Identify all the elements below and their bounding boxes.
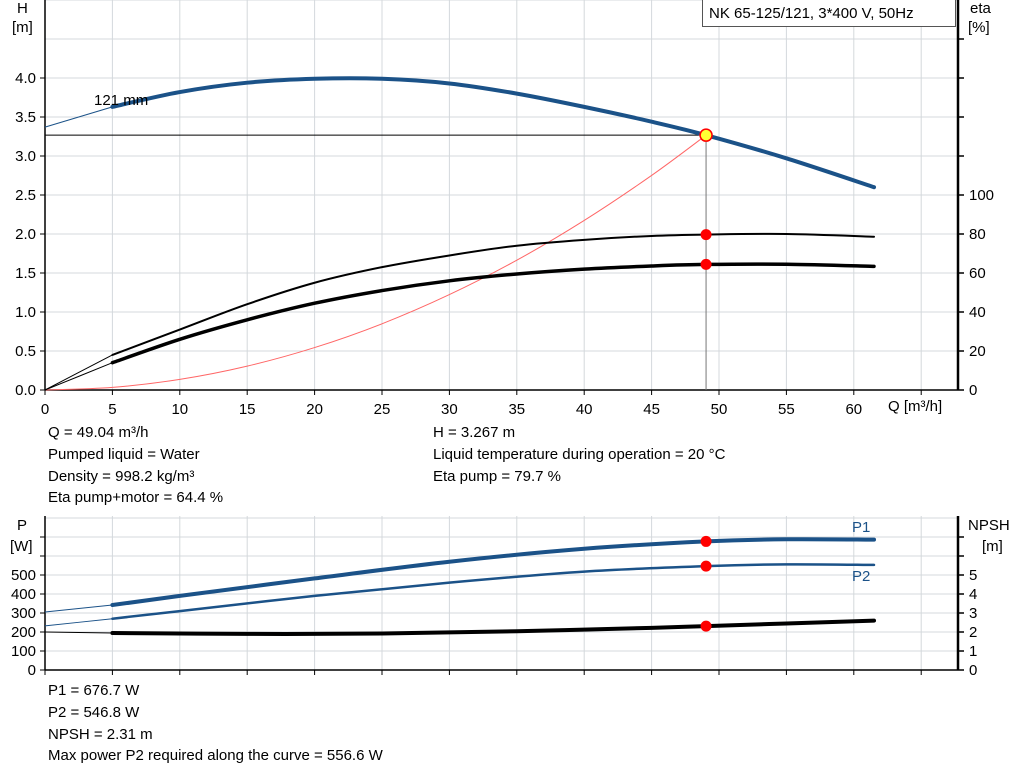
npsh-tick-label: 3 bbox=[969, 605, 977, 622]
p-tick-label: 100 bbox=[11, 643, 36, 660]
p2-curve-label: P2 bbox=[852, 568, 871, 585]
eta-tick-label: 100 bbox=[969, 187, 994, 204]
eta-pump-motor-curve-extrapolation bbox=[44, 362, 113, 391]
head-curve-extrapolation bbox=[44, 106, 113, 128]
x-tick-label: 15 bbox=[239, 401, 256, 418]
eta-pump-marker bbox=[700, 229, 712, 241]
npsh-curve-extrapolation bbox=[44, 631, 113, 634]
x-tick-label: 20 bbox=[306, 401, 323, 418]
npsh-value: NPSH = 2.31 m bbox=[48, 726, 153, 743]
npsh-tick-label: 1 bbox=[969, 643, 977, 660]
x-tick-label: 55 bbox=[778, 401, 795, 418]
x-tick-label: 35 bbox=[508, 401, 525, 418]
npsh-axis-label: NPSH bbox=[968, 517, 1010, 534]
x-tick-label: 30 bbox=[441, 401, 458, 418]
x-tick-label: 60 bbox=[845, 401, 862, 418]
h-axis-label: H bbox=[17, 0, 28, 17]
p-tick-label: 300 bbox=[11, 605, 36, 622]
x-tick-label: 5 bbox=[108, 401, 116, 418]
eta-tick-label: 80 bbox=[969, 226, 986, 243]
p1-marker bbox=[700, 535, 712, 547]
head-curve bbox=[110, 76, 877, 190]
q-axis-label: Q [m³/h] bbox=[888, 398, 943, 415]
h-tick-label: 1.0 bbox=[15, 304, 36, 321]
npsh-marker bbox=[700, 620, 712, 632]
eta-tick-label: 20 bbox=[969, 343, 986, 360]
eta-axis-unit: [%] bbox=[968, 19, 990, 36]
impeller-diameter-label: 121 mm bbox=[94, 92, 149, 109]
p1-curve-extrapolation bbox=[44, 604, 113, 613]
max-p2-value: Max power P2 required along the curve = … bbox=[48, 747, 383, 764]
eta-pump-curve-extrapolation bbox=[44, 354, 113, 391]
x-tick-label: 10 bbox=[171, 401, 188, 418]
flow-value: Q = 49.04 m³/h bbox=[48, 424, 149, 441]
npsh-curve bbox=[110, 618, 877, 636]
p2-curve bbox=[111, 563, 876, 620]
x-tick-label: 0 bbox=[41, 401, 49, 418]
h-tick-label: 3.5 bbox=[15, 109, 36, 126]
eta-tick-label: 0 bbox=[969, 382, 977, 399]
density: Density = 998.2 kg/m³ bbox=[48, 468, 195, 485]
x-tick-label: 45 bbox=[643, 401, 660, 418]
eta-tick-label: 60 bbox=[969, 265, 986, 282]
liquid-temperature: Liquid temperature during operation = 20… bbox=[433, 446, 726, 463]
eta-pump-curve bbox=[111, 232, 876, 356]
p-axis-label: P bbox=[17, 517, 28, 534]
eta-axis-label: eta bbox=[970, 0, 991, 17]
h-tick-label: 4.0 bbox=[15, 70, 36, 87]
p2-marker bbox=[700, 560, 712, 572]
p-tick-label: 200 bbox=[11, 624, 36, 641]
pump-title: NK 65-125/121, 3*400 V, 50Hz bbox=[702, 0, 956, 27]
eta-pump-motor-marker bbox=[700, 258, 712, 270]
x-tick-label: 50 bbox=[711, 401, 728, 418]
eta-tick-label: 40 bbox=[969, 304, 986, 321]
h-tick-label: 3.0 bbox=[15, 148, 36, 165]
h-tick-label: 0.0 bbox=[15, 382, 36, 399]
p2-value: P2 = 546.8 W bbox=[48, 704, 140, 721]
p-tick-label: 500 bbox=[11, 567, 36, 584]
p-tick-label: 400 bbox=[11, 586, 36, 603]
npsh-tick-label: 5 bbox=[969, 567, 977, 584]
npsh-tick-label: 2 bbox=[969, 624, 977, 641]
h-tick-label: 2.5 bbox=[15, 187, 36, 204]
h-tick-label: 2.0 bbox=[15, 226, 36, 243]
npsh-axis-unit: [m] bbox=[982, 538, 1003, 555]
p-axis-unit: [W] bbox=[10, 538, 33, 555]
npsh-tick-label: 0 bbox=[969, 662, 977, 679]
operating-point-marker bbox=[699, 128, 713, 142]
eta-pump: Eta pump = 79.7 % bbox=[433, 468, 561, 485]
p1-curve bbox=[110, 537, 877, 608]
eta-pump-motor: Eta pump+motor = 64.4 % bbox=[48, 489, 224, 506]
h-tick-label: 1.5 bbox=[15, 265, 36, 282]
p2-curve-extrapolation bbox=[44, 618, 113, 627]
p1-curve-label: P1 bbox=[852, 519, 871, 536]
eta-pump-motor-curve bbox=[110, 262, 876, 365]
h-axis-unit: [m] bbox=[12, 19, 33, 36]
p-tick-label: 0 bbox=[28, 662, 36, 679]
system-curve bbox=[44, 134, 707, 391]
head-value: H = 3.267 m bbox=[433, 424, 516, 441]
npsh-tick-label: 4 bbox=[969, 586, 977, 603]
x-tick-label: 25 bbox=[374, 401, 391, 418]
p1-value: P1 = 676.7 W bbox=[48, 682, 140, 699]
h-tick-label: 0.5 bbox=[15, 343, 36, 360]
x-tick-label: 40 bbox=[576, 401, 593, 418]
pumped-liquid: Pumped liquid = Water bbox=[48, 446, 200, 463]
